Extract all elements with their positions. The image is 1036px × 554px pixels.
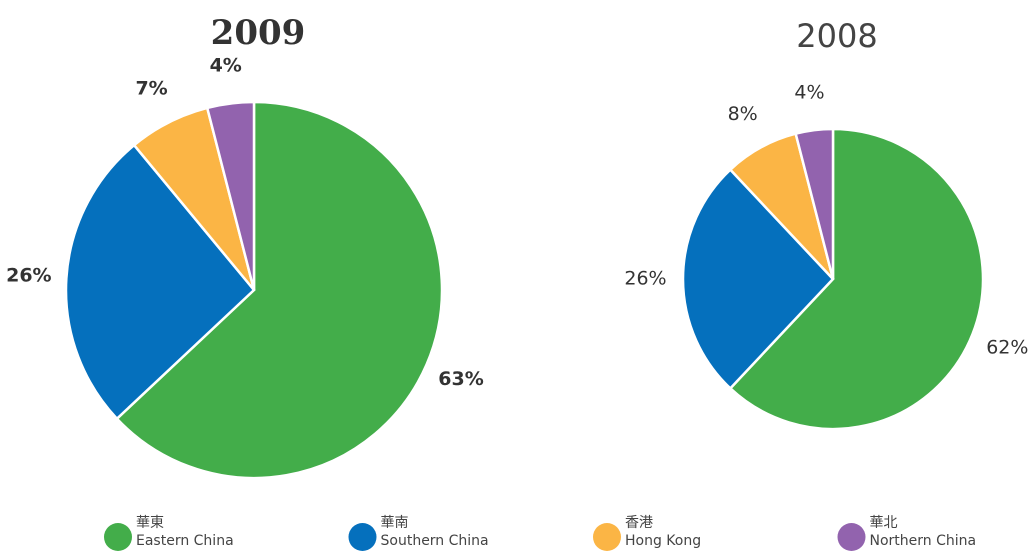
pie-slice	[728, 127, 985, 431]
chart-title: 2008	[796, 17, 877, 55]
legend-label-en: Eastern China	[136, 533, 234, 549]
legend-label-en: Northern China	[870, 533, 977, 549]
data-label: 8%	[728, 103, 758, 125]
data-label: 7%	[135, 77, 167, 99]
data-label: 4%	[794, 81, 824, 103]
legend-label-en: Hong Kong	[625, 533, 701, 549]
data-label: 26%	[6, 264, 51, 286]
pie-slice	[115, 100, 444, 480]
legend-label-en: Southern China	[381, 533, 489, 549]
legend-marker	[837, 523, 866, 551]
legend-label-zh: 香港	[625, 515, 653, 531]
legend-label-zh: 華東	[136, 515, 164, 531]
legend-marker	[104, 523, 132, 551]
legend-marker	[593, 523, 621, 551]
data-label: 62%	[986, 337, 1028, 359]
legend-label-zh: 華北	[870, 515, 898, 531]
pie-slice	[681, 167, 835, 391]
pie-slice	[794, 127, 835, 280]
pie-slice	[205, 100, 256, 291]
legend-marker	[348, 523, 377, 551]
data-label: 4%	[210, 55, 242, 77]
legend-label-zh: 華南	[381, 515, 409, 531]
pie-slice	[64, 143, 256, 421]
data-label: 63%	[438, 368, 483, 390]
data-label: 26%	[624, 268, 666, 290]
chart-title: 2009	[211, 13, 306, 53]
